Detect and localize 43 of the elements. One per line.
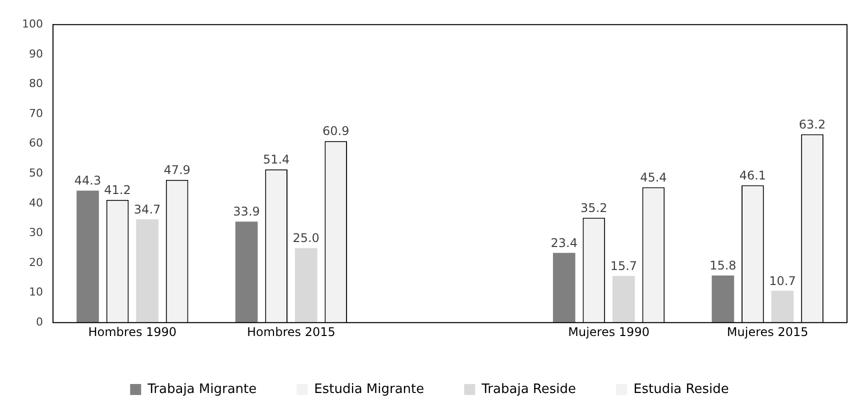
bar bbox=[235, 222, 258, 323]
y-tick-label: 0 bbox=[36, 315, 43, 328]
data-label: 45.4 bbox=[640, 170, 667, 184]
data-label: 60.9 bbox=[322, 124, 350, 138]
y-tick-label: 80 bbox=[28, 77, 43, 90]
y-tick-label: 30 bbox=[28, 226, 43, 240]
x-tick-label: Hombres 2015 bbox=[247, 324, 336, 339]
bar bbox=[552, 252, 576, 323]
data-label: 63.2 bbox=[798, 117, 826, 132]
y-tick-label: 90 bbox=[28, 47, 43, 60]
bar bbox=[136, 219, 158, 323]
data-label: 33.9 bbox=[233, 204, 260, 219]
x-tick-label: Mujeres 2015 bbox=[726, 324, 808, 339]
y-tick-label: 60 bbox=[28, 136, 43, 150]
x-tick-label: Mujeres 1990 bbox=[568, 324, 650, 339]
legend-label: Trabaja Migrante bbox=[146, 382, 257, 397]
data-label: 23.4 bbox=[550, 236, 578, 250]
data-label: 47.9 bbox=[164, 162, 190, 177]
legend-label: Trabaja Reside bbox=[480, 382, 576, 397]
data-label: 46.1 bbox=[739, 168, 766, 182]
bar bbox=[771, 290, 794, 323]
data-label: 44.3 bbox=[74, 174, 102, 188]
data-label: 15.7 bbox=[610, 258, 638, 273]
data-label: 51.4 bbox=[262, 152, 290, 167]
data-label: 34.7 bbox=[134, 202, 161, 216]
bar bbox=[612, 276, 635, 323]
legend-label: Estudia Reside bbox=[633, 382, 729, 397]
bar bbox=[712, 276, 734, 323]
legend-label: Estudia Migrante bbox=[314, 382, 424, 397]
y-tick-label: 10 bbox=[28, 286, 43, 299]
data-label: 15.8 bbox=[710, 258, 736, 273]
data-label: 25.0 bbox=[292, 231, 320, 246]
y-tick-label: 70 bbox=[28, 106, 43, 120]
y-tick-label: 100 bbox=[22, 17, 43, 30]
y-tick-label: 20 bbox=[28, 256, 43, 269]
data-label: 10.7 bbox=[769, 274, 796, 288]
data-label: 35.2 bbox=[580, 200, 608, 215]
bar bbox=[76, 190, 99, 323]
data-label: 41.2 bbox=[104, 182, 131, 197]
x-tick-label: Hombres 1990 bbox=[88, 324, 177, 339]
y-tick-label: 40 bbox=[28, 196, 43, 210]
y-tick-label: 50 bbox=[28, 166, 43, 180]
bar bbox=[294, 248, 318, 323]
